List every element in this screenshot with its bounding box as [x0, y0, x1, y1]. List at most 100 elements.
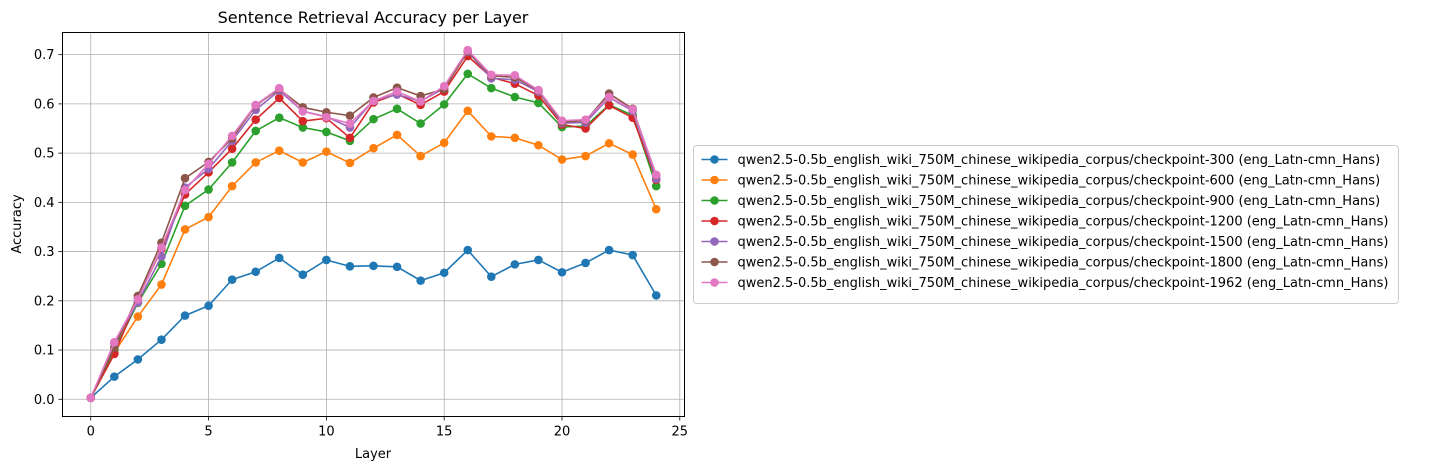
- data-point: [345, 262, 355, 271]
- grid-lines: [62, 32, 685, 417]
- data-point: [628, 250, 637, 260]
- data-point: [487, 272, 496, 281]
- series-1: [86, 245, 661, 403]
- data-point: [651, 181, 661, 191]
- data-point: [322, 127, 331, 137]
- legend-label: qwen2.5-0.5b_english_wiki_750M_chinese_w…: [738, 174, 1381, 189]
- data-point: [487, 132, 496, 141]
- data-point: [86, 393, 96, 403]
- legend-box: [693, 145, 1399, 304]
- x-tick-label: 15: [436, 425, 453, 440]
- legend-marker: [710, 278, 719, 287]
- data-point: [227, 144, 237, 153]
- data-point: [392, 262, 402, 272]
- data-point: [180, 225, 190, 234]
- data-point: [581, 258, 590, 268]
- data-point: [487, 83, 496, 93]
- data-point: [298, 270, 308, 280]
- data-point: [298, 116, 308, 126]
- data-point: [369, 96, 378, 106]
- data-point: [369, 114, 378, 124]
- x-tick-label: 0: [87, 425, 95, 440]
- legend-marker: [710, 257, 719, 267]
- legend-marker: [710, 155, 719, 164]
- data-point: [322, 147, 331, 156]
- data-point: [416, 119, 425, 128]
- data-point: [534, 98, 543, 108]
- legend-item: qwen2.5-0.5b_english_wiki_750M_chinese_w…: [701, 256, 1388, 271]
- data-point: [322, 255, 331, 265]
- x-axis: 0 5 10 15 20 25: [87, 416, 688, 440]
- data-point: [534, 255, 543, 265]
- data-point: [157, 243, 166, 252]
- series-line: [90, 109, 657, 399]
- data-point: [581, 151, 590, 161]
- legend-item: qwen2.5-0.5b_english_wiki_750M_chinese_w…: [701, 174, 1381, 189]
- data-point: [651, 204, 661, 214]
- data-point: [581, 124, 590, 133]
- legend-item: qwen2.5-0.5b_english_wiki_750M_chinese_w…: [701, 235, 1389, 250]
- data-point: [416, 276, 425, 285]
- data-point: [274, 146, 284, 155]
- series-2: [86, 106, 661, 403]
- legend-label: qwen2.5-0.5b_english_wiki_750M_chinese_w…: [738, 215, 1389, 230]
- y-axis: 0.0 0.1 0.2 0.3 0.4 0.5 0.6 0.7: [34, 48, 63, 408]
- data-point: [157, 280, 166, 289]
- data-point: [227, 131, 237, 141]
- data-point: [298, 123, 308, 132]
- data-point: [510, 260, 520, 269]
- data-point: [557, 267, 567, 277]
- x-axis-label: Layer: [355, 447, 392, 462]
- y-tick-label: 0.7: [34, 48, 55, 63]
- data-point: [557, 155, 567, 164]
- legend-item: qwen2.5-0.5b_english_wiki_750M_chinese_w…: [701, 215, 1389, 230]
- data-point: [133, 312, 143, 321]
- data-point: [463, 69, 473, 79]
- data-point: [416, 151, 425, 161]
- legend-label: qwen2.5-0.5b_english_wiki_750M_chinese_w…: [738, 276, 1389, 291]
- y-axis-label: Accuracy: [10, 194, 25, 254]
- data-point: [534, 85, 543, 95]
- data-point: [651, 170, 661, 180]
- y-tick-label: 0.2: [34, 294, 55, 309]
- data-point: [180, 311, 190, 320]
- data-point: [439, 100, 449, 109]
- legend: qwen2.5-0.5b_english_wiki_750M_chinese_w…: [693, 145, 1399, 304]
- legend-label: qwen2.5-0.5b_english_wiki_750M_chinese_w…: [738, 194, 1381, 209]
- data-point: [392, 87, 402, 96]
- data-point: [251, 115, 260, 124]
- data-point: [251, 158, 260, 167]
- data-point: [251, 100, 260, 110]
- y-tick-label: 0.5: [34, 147, 55, 162]
- data-point: [298, 106, 308, 116]
- data-point: [204, 159, 213, 169]
- data-point: [110, 337, 119, 347]
- y-tick-label: 0.3: [34, 245, 55, 260]
- data-point: [604, 245, 614, 255]
- data-point: [557, 116, 567, 125]
- data-point: [110, 372, 119, 381]
- data-point: [628, 150, 637, 159]
- y-tick-label: 0.0: [34, 393, 55, 408]
- data-point: [345, 158, 355, 168]
- data-point: [274, 253, 284, 263]
- data-point: [463, 106, 473, 116]
- data-point: [298, 158, 308, 167]
- data-point: [392, 104, 402, 114]
- data-point: [510, 71, 520, 80]
- legend-marker: [710, 175, 719, 185]
- data-point: [416, 97, 425, 106]
- data-point: [274, 113, 284, 122]
- series-7: [86, 45, 661, 403]
- legend-label: qwen2.5-0.5b_english_wiki_750M_chinese_w…: [738, 235, 1389, 250]
- data-point: [251, 126, 260, 136]
- data-point: [133, 295, 143, 304]
- data-point: [628, 105, 637, 114]
- data-point: [534, 140, 543, 150]
- data-point: [180, 185, 190, 195]
- series-layer: [86, 45, 661, 403]
- legend-item: qwen2.5-0.5b_english_wiki_750M_chinese_w…: [701, 194, 1381, 209]
- data-point: [604, 138, 614, 148]
- plot-frame: [62, 32, 685, 417]
